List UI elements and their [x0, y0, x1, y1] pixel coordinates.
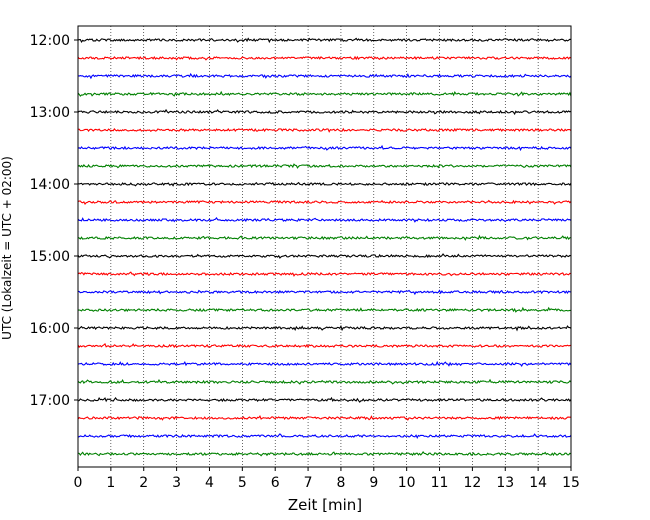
x-axis-ticks: 0 1 2 3 4 5 6 7 8 9 10 11 12 13 14 15	[74, 467, 580, 491]
x-tick-label: 14	[529, 475, 547, 491]
trace-row	[77, 144, 572, 152]
trace-row	[77, 396, 572, 403]
x-tick-label: 10	[398, 475, 416, 491]
trace-row	[77, 181, 572, 187]
x-tick-label: 15	[562, 475, 580, 491]
x-tick-label: 1	[106, 475, 115, 491]
x-axis-label: Zeit [min]	[288, 496, 362, 514]
y-axis-label: UTC (Lokalzeit = UTC + 02:00)	[0, 156, 14, 340]
trace-row	[77, 324, 572, 332]
trace-row	[77, 234, 572, 241]
trace-row	[77, 127, 572, 133]
trace-row	[77, 72, 572, 80]
trace-row	[77, 414, 572, 421]
trace-row	[77, 108, 572, 116]
trace-row	[77, 55, 572, 61]
trace-row	[77, 199, 572, 205]
trace-row	[77, 90, 572, 97]
trace-row	[77, 253, 572, 259]
y-tick-label: 12:00	[30, 33, 70, 49]
x-tick-label: 2	[139, 475, 148, 491]
trace-row	[77, 163, 572, 169]
x-tick-label: 13	[496, 475, 514, 491]
trace-row	[77, 378, 572, 385]
seismic-traces	[77, 37, 572, 457]
x-tick-label: 3	[172, 475, 181, 491]
x-tick-label: 7	[304, 475, 313, 491]
trace-row	[77, 451, 572, 457]
x-tick-label: 0	[74, 475, 83, 491]
plot-frame	[77, 25, 572, 468]
x-tick-label: 8	[336, 475, 345, 491]
trace-row	[77, 342, 572, 349]
y-tick-label: 14:00	[30, 177, 70, 193]
y-tick-label: 17:00	[30, 393, 70, 409]
x-tick-label: 12	[463, 475, 481, 491]
x-tick-label: 9	[369, 475, 378, 491]
x-tick-label: 11	[431, 475, 449, 491]
x-tick-label: 5	[238, 475, 247, 491]
trace-row	[77, 37, 572, 44]
trace-row	[77, 271, 572, 277]
trace-row	[77, 360, 572, 368]
x-tick-label: 6	[271, 475, 280, 491]
x-tick-label: 4	[205, 475, 214, 491]
trace-row	[77, 217, 572, 223]
trace-row	[77, 433, 572, 439]
y-tick-label: 16:00	[30, 321, 70, 337]
y-tick-label: 15:00	[30, 249, 70, 265]
y-tick-label: 13:00	[30, 105, 70, 121]
trace-row	[77, 306, 572, 313]
trace-row	[77, 289, 572, 296]
y-axis-ticks: 12:00 13:00 14:00 15:00 16:00 17:00	[30, 33, 78, 409]
